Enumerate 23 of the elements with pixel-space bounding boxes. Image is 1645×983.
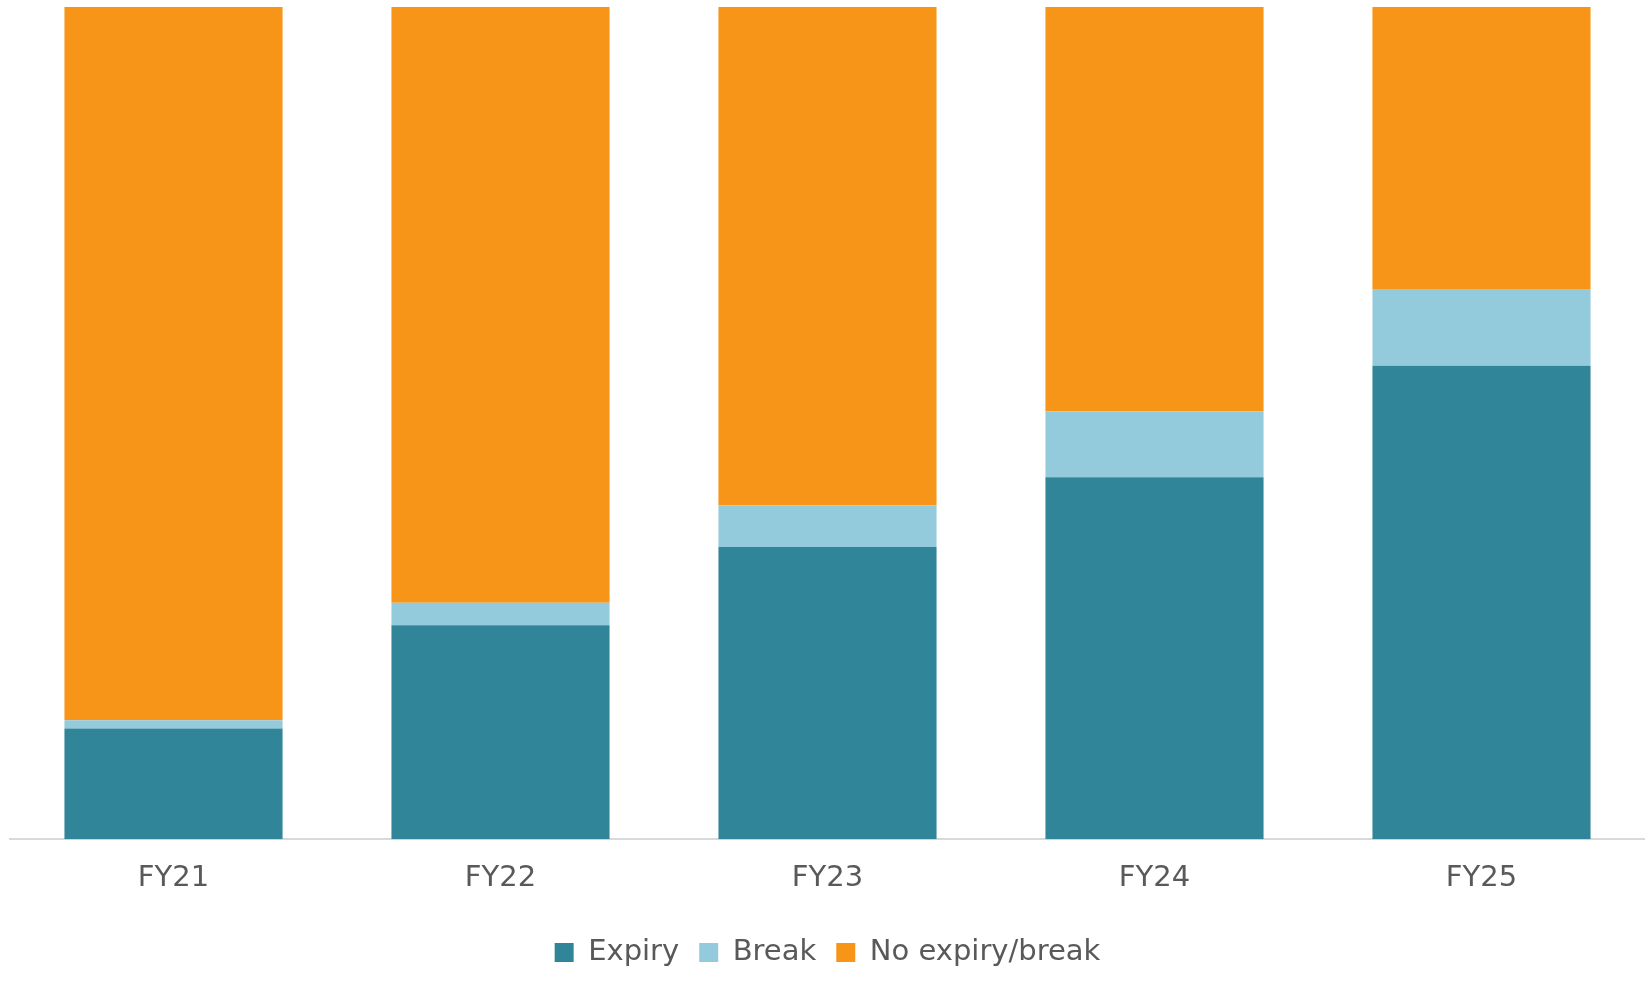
bar [391, 602, 610, 626]
bar [718, 505, 937, 548]
bar [1045, 477, 1264, 840]
x-tick-label: FY25 [1445, 859, 1518, 894]
x-tick-label: FY22 [464, 859, 537, 894]
bar [1372, 365, 1591, 840]
bar [1045, 411, 1264, 478]
bar [718, 547, 937, 840]
legend-label: No expiry/break [869, 933, 1101, 968]
x-tick-label: FY21 [137, 859, 210, 894]
bar [1372, 289, 1591, 366]
bar [64, 7, 283, 721]
x-tick-label: FY23 [791, 859, 864, 894]
x-tick-label: FY24 [1118, 859, 1191, 894]
bar [391, 7, 610, 603]
legend-label: Expiry [588, 933, 680, 968]
bar [391, 625, 610, 840]
bar [1372, 7, 1591, 290]
bar [64, 728, 283, 840]
bar [718, 7, 937, 506]
bar [1045, 7, 1264, 412]
bar [64, 720, 283, 729]
legend-label: Break [732, 933, 817, 968]
